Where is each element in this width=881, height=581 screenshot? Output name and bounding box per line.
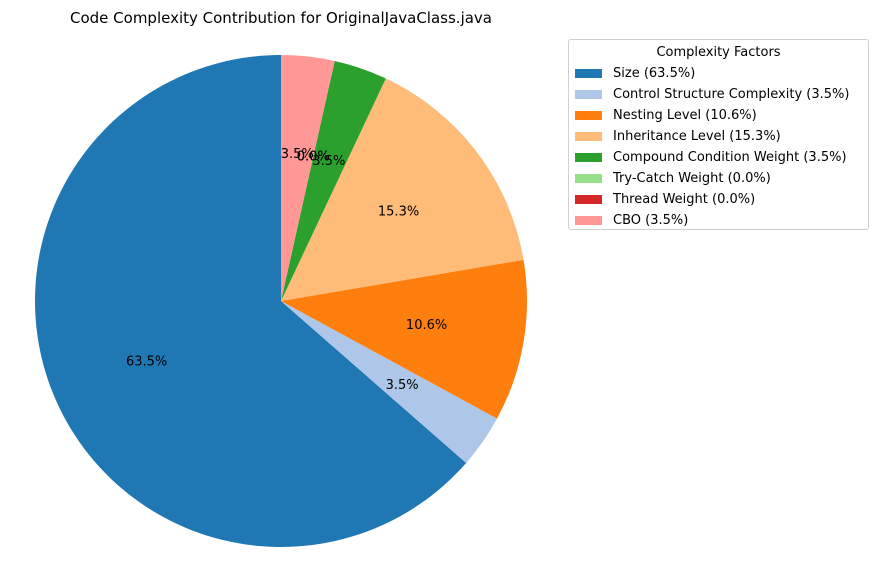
legend-label: Size (63.5%) <box>613 66 696 81</box>
legend-item: Nesting Level (10.6%) <box>569 105 868 126</box>
legend-item: Size (63.5%) <box>569 63 868 84</box>
legend-title: Complexity Factors <box>656 45 781 60</box>
pct-label-cbo: 3.5% <box>281 147 314 162</box>
pct-label-inheritance-level: 15.3% <box>378 204 419 219</box>
pie-slice-inheritance-level <box>281 78 524 302</box>
legend-swatch <box>575 69 602 78</box>
pie-slice-compound-condition-weight <box>281 60 386 301</box>
pie-slices <box>35 55 528 548</box>
pie-labels: 63.5%3.5%10.6%15.3%3.5%0.0%0.0%3.5% <box>126 147 447 393</box>
legend-label: Inheritance Level (15.3%) <box>613 129 781 144</box>
pct-label-thread-weight: 0.0% <box>297 149 330 164</box>
legend-item: Try-Catch Weight (0.0%) <box>569 168 868 189</box>
pie-slice-cbo <box>281 55 335 301</box>
legend-label: Compound Condition Weight (3.5%) <box>613 150 847 165</box>
legend-item: Control Structure Complexity (3.5%) <box>569 84 868 105</box>
legend-label: Thread Weight (0.0%) <box>613 192 756 207</box>
pct-label-compound-condition-weight: 3.5% <box>312 154 345 169</box>
legend-item: CBO (3.5%) <box>569 210 868 231</box>
legend-item: Compound Condition Weight (3.5%) <box>569 147 868 168</box>
pct-label-size: 63.5% <box>126 355 167 370</box>
legend-swatch <box>575 90 602 99</box>
legend-item: Thread Weight (0.0%) <box>569 189 868 210</box>
pie-slice-size <box>35 55 467 548</box>
legend-item: Inheritance Level (15.3%) <box>569 126 868 147</box>
legend-swatch <box>575 153 602 162</box>
legend-swatch <box>575 132 602 141</box>
pie-slice-control-structure-complexity <box>281 301 498 463</box>
legend: Complexity Factors Size (63.5%) Control S… <box>568 39 869 230</box>
legend-swatch <box>575 216 602 225</box>
pct-label-try-catch-weight: 0.0% <box>297 149 330 164</box>
legend-items: Size (63.5%) Control Structure Complexity… <box>569 63 868 231</box>
legend-label: CBO (3.5%) <box>613 213 689 228</box>
legend-swatch <box>575 195 602 204</box>
pct-label-nesting-level: 10.6% <box>406 318 447 333</box>
legend-label: Control Structure Complexity (3.5%) <box>613 87 850 102</box>
legend-label: Nesting Level (10.6%) <box>613 108 757 123</box>
legend-swatch <box>575 174 602 183</box>
pct-label-control-structure-complexity: 3.5% <box>386 378 419 393</box>
pie-slice-nesting-level <box>281 259 528 419</box>
chart-title: Code Complexity Contribution for Origina… <box>70 9 492 27</box>
legend-swatch <box>575 111 602 120</box>
legend-label: Try-Catch Weight (0.0%) <box>613 171 771 186</box>
